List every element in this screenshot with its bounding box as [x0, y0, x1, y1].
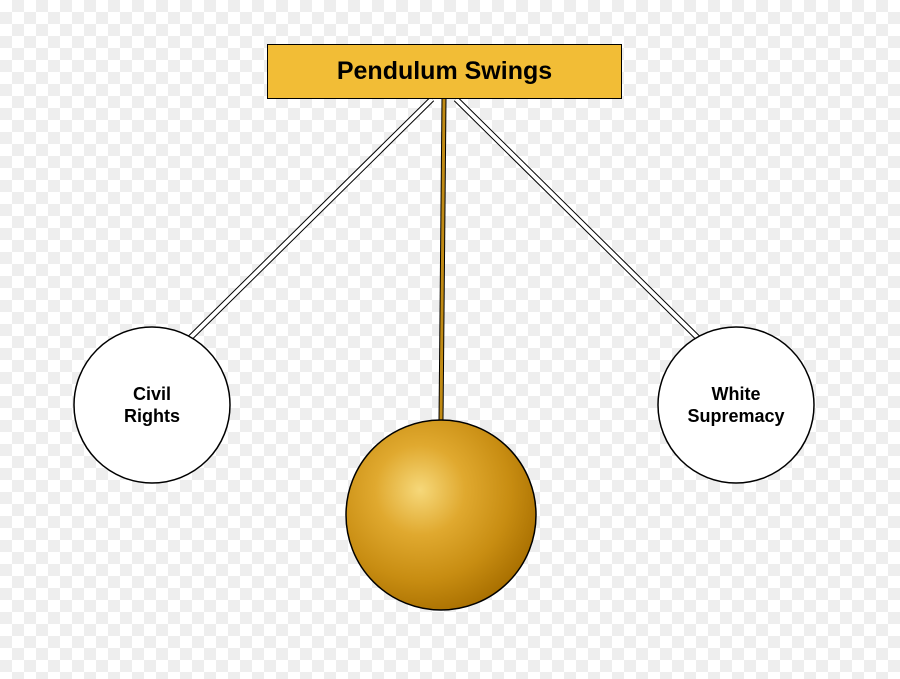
left-string-inner [190, 99, 432, 338]
title-box: Pendulum Swings [267, 44, 622, 99]
right-circle-label: White Supremacy [658, 327, 814, 483]
pendulum-bob [346, 420, 536, 610]
right-string-inner [456, 99, 698, 338]
title-text: Pendulum Swings [337, 57, 552, 86]
left-circle-label: Civil Rights [74, 327, 230, 483]
